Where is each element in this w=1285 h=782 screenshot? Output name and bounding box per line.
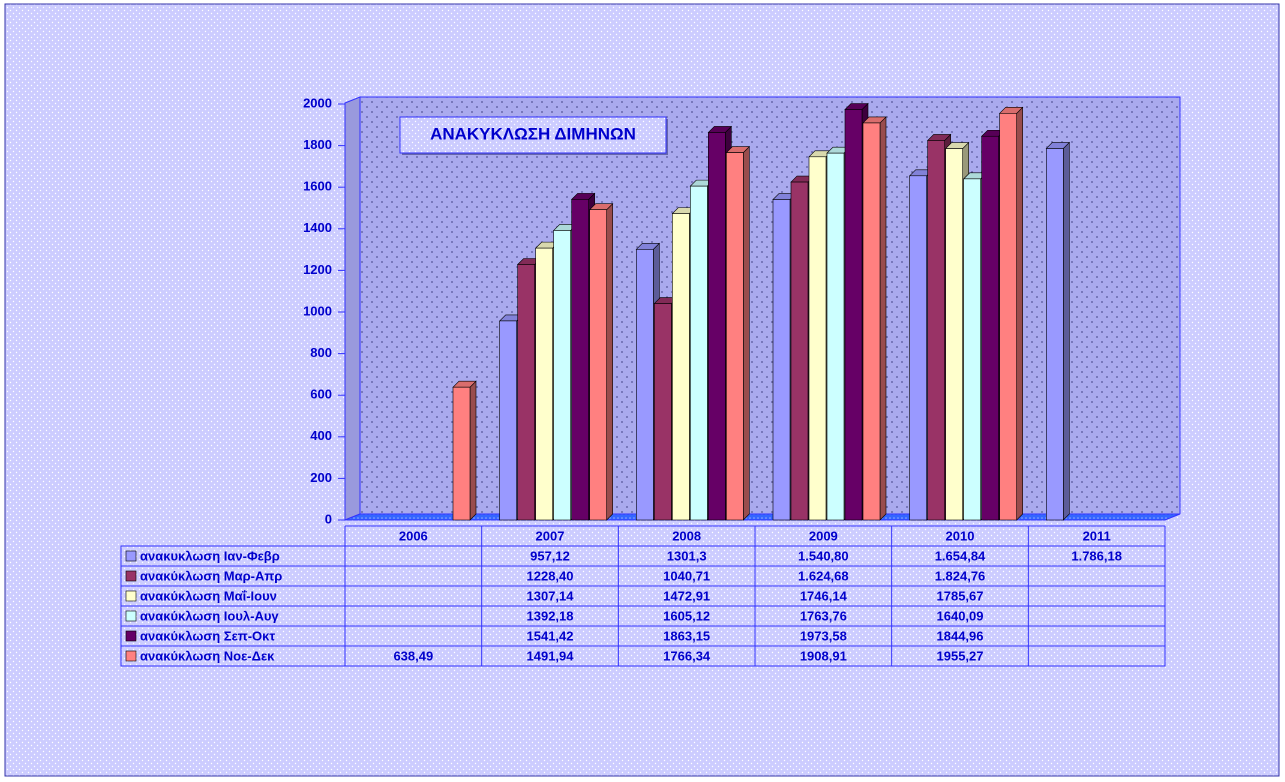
legend-label: ανακύκλωση Νοε-Δεκ bbox=[140, 648, 275, 663]
bar bbox=[927, 140, 945, 521]
bar bbox=[690, 185, 708, 521]
bar bbox=[636, 249, 654, 521]
data-label: 1.540,80 bbox=[798, 548, 849, 563]
bar bbox=[999, 113, 1017, 521]
data-label: 1301,3 bbox=[667, 548, 707, 563]
legend-label: ανακύκλωση Ιουλ-Αυγ bbox=[140, 608, 279, 623]
bar-side bbox=[606, 202, 613, 521]
data-label: 1746,14 bbox=[800, 588, 848, 603]
data-label: 1.786,18 bbox=[1071, 548, 1122, 563]
y-tick-label: 1800 bbox=[303, 137, 332, 152]
bar bbox=[654, 303, 672, 521]
data-label: 1844,96 bbox=[937, 628, 984, 643]
x-tick-label: 2011 bbox=[1083, 528, 1111, 543]
bar bbox=[517, 264, 535, 521]
legend-label: ανακύκλωση Μαρ-Απρ bbox=[140, 568, 282, 583]
x-tick-label: 2008 bbox=[672, 528, 701, 543]
y-tick-label: 1600 bbox=[303, 179, 332, 194]
bar bbox=[772, 199, 791, 521]
x-tick-label: 2010 bbox=[946, 528, 975, 543]
y-tick-label: 800 bbox=[310, 345, 332, 360]
data-label: 1307,14 bbox=[527, 588, 575, 603]
data-label: 1763,76 bbox=[800, 608, 847, 623]
bar bbox=[708, 132, 726, 521]
bar bbox=[571, 199, 589, 521]
data-label: 1605,12 bbox=[663, 608, 710, 623]
legend-swatch bbox=[125, 630, 137, 642]
x-tick-label: 2007 bbox=[536, 528, 565, 543]
data-label: 1541,42 bbox=[527, 628, 574, 643]
back-wall bbox=[359, 96, 1181, 515]
bar bbox=[981, 135, 999, 521]
bar bbox=[589, 209, 607, 521]
y-tick-label: 600 bbox=[310, 387, 332, 402]
bar bbox=[726, 152, 744, 521]
legend-swatch bbox=[125, 590, 137, 602]
x-tick-label: 2006 bbox=[399, 528, 428, 543]
y-tick-label: 1000 bbox=[303, 303, 332, 318]
bar bbox=[808, 156, 827, 521]
bar bbox=[909, 175, 927, 521]
legend-label: ανακυκλωση Ιαν-Φεβρ bbox=[140, 548, 280, 563]
data-label: 1228,40 bbox=[527, 568, 574, 583]
title-box bbox=[399, 116, 667, 154]
bar bbox=[862, 122, 881, 521]
data-label: 1955,27 bbox=[937, 648, 984, 663]
bar bbox=[826, 152, 845, 521]
legend-label: ανακύκλωση Σεπ-Οκτ bbox=[140, 628, 275, 643]
bar bbox=[945, 148, 963, 521]
data-label: 638,49 bbox=[393, 648, 433, 663]
legend-label: ανακύκλωση Μαΐ-Ιουν bbox=[140, 588, 277, 603]
data-label: 1973,58 bbox=[800, 628, 847, 643]
data-label: 1863,15 bbox=[663, 628, 710, 643]
bar bbox=[535, 247, 553, 521]
bar bbox=[963, 178, 981, 521]
bar-side bbox=[469, 380, 477, 521]
bar-side bbox=[743, 145, 750, 521]
data-label: 1392,18 bbox=[527, 608, 574, 623]
data-label: 1785,67 bbox=[937, 588, 984, 603]
data-label: 1.654,84 bbox=[935, 548, 986, 563]
data-label: 957,12 bbox=[530, 548, 570, 563]
bar bbox=[844, 109, 863, 521]
y-tick-label: 1200 bbox=[303, 262, 332, 277]
bar bbox=[1046, 148, 1064, 521]
y-tick-label: 1400 bbox=[303, 220, 332, 235]
bar-side bbox=[1063, 141, 1070, 521]
data-label: 1.624,68 bbox=[798, 568, 849, 583]
bar bbox=[553, 230, 571, 521]
bar-side bbox=[1016, 106, 1023, 521]
side-wall bbox=[344, 96, 361, 521]
data-label: 1472,91 bbox=[663, 588, 710, 603]
data-label: 1766,34 bbox=[663, 648, 711, 663]
data-label: 1908,91 bbox=[800, 648, 847, 663]
legend-swatch bbox=[125, 610, 137, 622]
legend-swatch bbox=[125, 570, 137, 582]
legend-swatch bbox=[125, 550, 137, 562]
data-label: 1640,09 bbox=[937, 608, 984, 623]
x-tick-label: 2009 bbox=[809, 528, 838, 543]
bar bbox=[790, 181, 809, 521]
data-label: 1.824,76 bbox=[935, 568, 986, 583]
bar-side bbox=[879, 116, 887, 521]
data-label: 1040,71 bbox=[663, 568, 710, 583]
chart-title: ΑΝΑΚΥΚΛΩΣΗ ΔΙΜΗΝΩΝ bbox=[430, 124, 636, 143]
y-tick-label: 0 bbox=[325, 511, 332, 526]
bar bbox=[452, 386, 471, 521]
data-label: 1491,94 bbox=[527, 648, 575, 663]
bar bbox=[499, 320, 517, 521]
y-tick-label: 200 bbox=[310, 470, 332, 485]
y-tick-label: 2000 bbox=[303, 95, 332, 110]
bar bbox=[672, 213, 690, 521]
y-tick-label: 400 bbox=[310, 428, 332, 443]
legend-swatch bbox=[125, 650, 137, 662]
